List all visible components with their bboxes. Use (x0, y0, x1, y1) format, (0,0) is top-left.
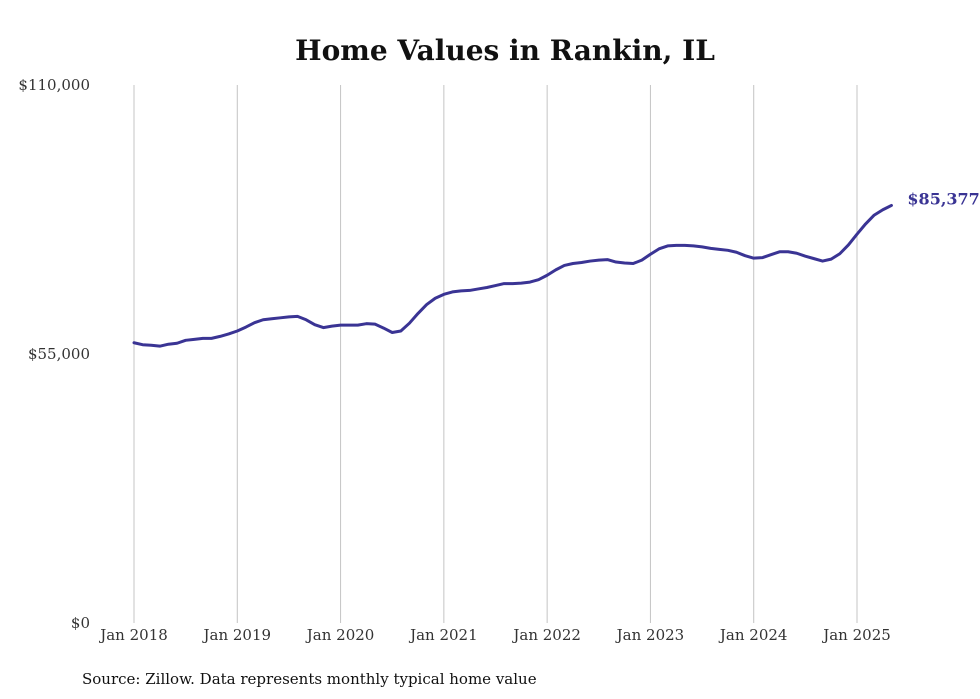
gridlines (133, 85, 858, 623)
x-axis-ticks: Jan 2018 Jan 2019 Jan 2020 Jan 2021 Jan 2022… (98, 626, 891, 644)
chart-title: Home Values in Rankin, IL (295, 34, 715, 67)
x-tick-label: Jan 2023 (615, 626, 685, 644)
x-tick-label: Jan 2018 (98, 626, 168, 644)
y-tick-label: $55,000 (28, 345, 90, 363)
x-tick-label: Jan 2022 (511, 626, 581, 644)
end-value-label: $85,377 (907, 189, 979, 208)
source-note: Source: Zillow. Data represents monthly … (82, 670, 537, 688)
x-tick-label: Jan 2020 (305, 626, 375, 644)
y-tick-label: $110,000 (18, 76, 90, 94)
x-tick-label: Jan 2021 (408, 626, 478, 644)
y-axis-ticks: $0 $55,000 $110,000 (18, 76, 90, 632)
y-tick-label: $0 (71, 614, 90, 632)
x-tick-label: Jan 2019 (202, 626, 272, 644)
series-line (132, 203, 893, 348)
x-tick-label: Jan 2024 (718, 626, 788, 644)
x-tick-label: Jan 2025 (821, 626, 891, 644)
